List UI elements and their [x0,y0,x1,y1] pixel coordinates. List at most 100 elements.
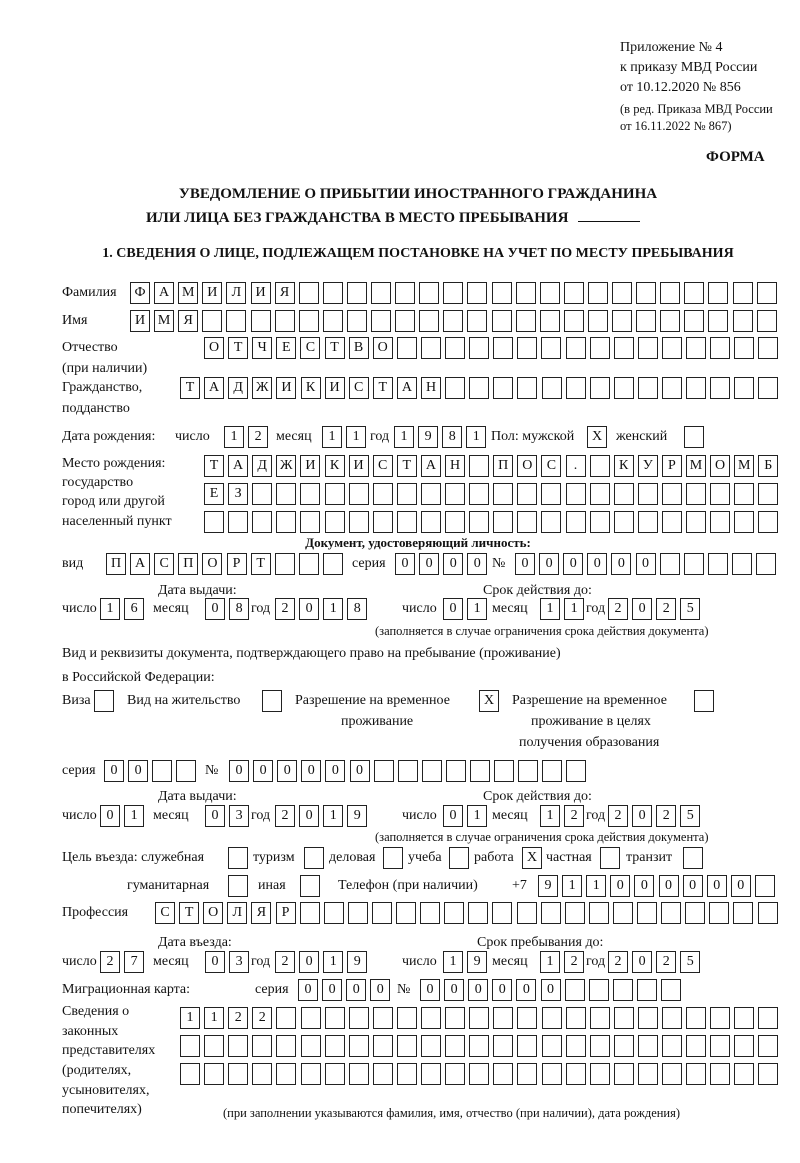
char-cell[interactable]: 0 [205,805,225,827]
char-cell[interactable] [734,1035,755,1057]
char-cell[interactable] [204,1035,225,1057]
char-cell[interactable] [449,847,469,869]
char-cell[interactable]: 0 [395,553,415,575]
char-cell[interactable] [756,282,777,304]
char-cell[interactable] [515,282,536,304]
char-cell[interactable]: 1 [224,426,244,448]
char-cell[interactable] [204,511,224,533]
char-cell[interactable]: 5 [680,805,701,827]
char-cell[interactable] [371,310,391,332]
char-cell[interactable] [228,875,248,897]
char-cell[interactable]: Р [226,553,247,575]
char-cell[interactable]: 0 [632,951,653,973]
char-cell[interactable] [517,377,538,399]
char-cell[interactable]: Я [178,310,199,332]
char-cell[interactable] [661,337,682,359]
char-cell[interactable] [637,1035,658,1057]
char-cell[interactable] [565,337,586,359]
char-cell[interactable] [346,310,367,332]
char-cell[interactable]: П [106,553,126,575]
char-cell[interactable]: 1 [540,951,560,973]
char-cell[interactable] [662,1035,682,1057]
residence-permit-checkbox[interactable] [262,690,286,712]
char-cell[interactable] [276,1035,297,1057]
char-cell[interactable] [686,511,706,533]
purpose-business-checkbox[interactable] [383,847,407,869]
char-cell[interactable]: 1 [322,426,342,448]
char-cell[interactable] [589,483,610,505]
char-cell[interactable] [515,310,536,332]
char-cell[interactable]: 1 [124,805,145,827]
char-cell[interactable]: 2 [608,598,628,620]
char-cell[interactable] [274,310,295,332]
char-cell[interactable] [444,902,465,924]
char-cell[interactable] [372,511,393,533]
purpose-official-checkbox[interactable] [228,847,252,869]
char-cell[interactable]: 9 [347,805,368,827]
char-cell[interactable] [589,511,610,533]
char-cell[interactable] [395,282,416,304]
char-cell[interactable] [684,310,705,332]
char-cell[interactable]: Т [204,455,224,477]
char-cell[interactable] [613,483,634,505]
char-cell[interactable]: Л [226,282,247,304]
char-cell[interactable] [587,310,608,332]
char-cell[interactable] [396,902,416,924]
char-cell[interactable] [228,511,249,533]
char-cell[interactable]: 9 [467,951,488,973]
char-cell[interactable]: С [348,377,369,399]
char-cell[interactable] [443,282,464,304]
char-cell[interactable] [565,1035,586,1057]
char-cell[interactable] [589,455,610,477]
char-cell[interactable] [732,282,753,304]
char-cell[interactable]: Ф [130,282,150,304]
char-cell[interactable] [421,1063,441,1085]
char-cell[interactable] [564,902,585,924]
char-cell[interactable] [493,377,514,399]
char-cell[interactable] [348,1063,369,1085]
char-cell[interactable]: 0 [322,979,343,1001]
char-cell[interactable] [686,377,707,399]
char-cell[interactable] [541,511,562,533]
char-cell[interactable]: А [130,553,151,575]
char-cell[interactable]: М [178,282,199,304]
char-cell[interactable]: 0 [299,598,320,620]
char-cell[interactable] [732,310,753,332]
char-cell[interactable] [710,337,731,359]
char-cell[interactable]: П [493,455,514,477]
char-cell[interactable] [298,282,319,304]
char-cell[interactable] [541,337,562,359]
char-cell[interactable] [322,282,343,304]
char-cell[interactable]: 0 [325,760,346,782]
char-cell[interactable]: 0 [349,760,370,782]
char-cell[interactable]: Б [758,455,779,477]
char-cell[interactable] [758,483,779,505]
char-cell[interactable]: 1 [467,805,488,827]
char-cell[interactable] [542,760,563,782]
char-cell[interactable]: К [300,377,321,399]
char-cell[interactable] [420,902,441,924]
char-cell[interactable] [637,483,658,505]
char-cell[interactable]: Ж [252,377,273,399]
char-cell[interactable] [445,1035,466,1057]
char-cell[interactable] [324,511,345,533]
char-cell[interactable] [659,553,680,575]
char-cell[interactable]: 1 [323,805,344,827]
char-cell[interactable]: О [202,553,223,575]
char-cell[interactable] [396,1035,417,1057]
char-cell[interactable]: 0 [299,951,320,973]
char-cell[interactable]: Я [251,902,272,924]
char-cell[interactable]: И [250,282,271,304]
char-cell[interactable] [734,1063,755,1085]
char-cell[interactable] [637,1063,658,1085]
char-cell[interactable]: У [637,455,658,477]
char-cell[interactable] [588,902,609,924]
char-cell[interactable]: А [154,282,175,304]
